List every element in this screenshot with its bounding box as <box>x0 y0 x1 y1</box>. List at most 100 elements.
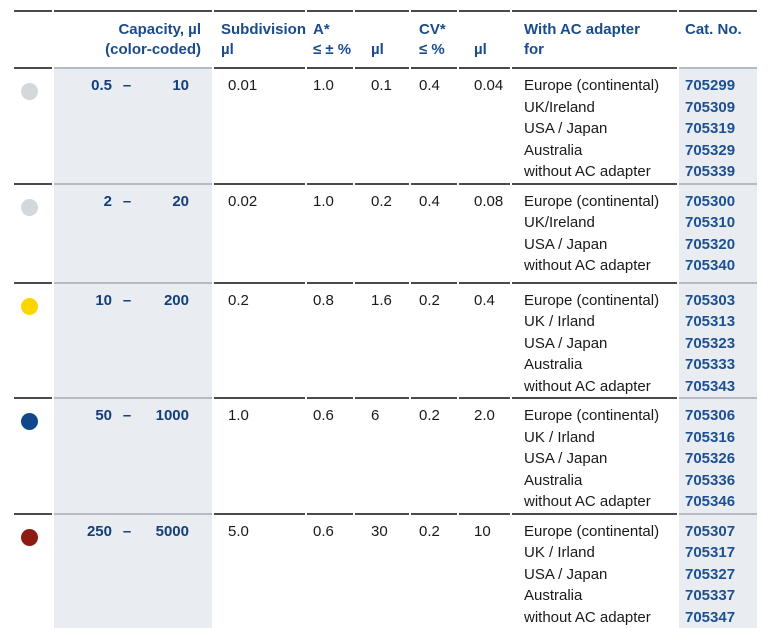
accuracy-percent-value: 0.8 <box>307 281 353 398</box>
header-accuracy-line2: ≤ ± % <box>313 41 352 58</box>
accuracy-ul-value: 0.2 <box>355 182 409 282</box>
table-header: Capacity, µl (color-coded) Subdivision µ… <box>14 10 757 67</box>
accuracy-percent-value: 1.0 <box>307 182 353 282</box>
capacity-dash: – <box>122 192 132 210</box>
color-dot-red <box>21 528 38 546</box>
cat-no: 705306 <box>685 407 736 424</box>
header-capacity-line1: Capacity, µl <box>118 21 201 38</box>
color-code-cell <box>14 67 52 183</box>
accuracy-ul-value: 30 <box>355 512 409 628</box>
color-dot-gray <box>21 83 38 100</box>
capacity-max: 5000 <box>155 522 189 540</box>
adapter-option: UK / Irland <box>524 428 595 446</box>
catno-list: 705299 705309 705319 705329 705339 <box>679 67 757 183</box>
catno-list: 705300 705310 705320 705340 <box>679 182 757 282</box>
header-cat-no: Cat. No. <box>679 10 757 67</box>
header-adapter-line2: for <box>524 41 544 58</box>
capacity-min: 250 <box>86 522 112 540</box>
cat-no: 705307 <box>685 522 736 540</box>
cat-no: 705346 <box>685 493 736 510</box>
accuracy-ul-value: 6 <box>355 397 409 513</box>
color-dot-yellow <box>21 297 38 315</box>
cv-percent-value: 0.2 <box>411 512 457 628</box>
adapter-option: UK / Irland <box>524 313 595 330</box>
adapter-option: Australia <box>524 356 583 373</box>
cv-percent-value: 0.2 <box>411 281 457 398</box>
cat-no: 705340 <box>685 257 736 274</box>
header-capacity: Capacity, µl (color-coded) <box>54 10 212 67</box>
catno-list: 705306 705316 705326 705336 705346 <box>679 397 757 513</box>
header-accuracy-ul-label: µl <box>371 41 384 58</box>
header-adapter-line1: With AC adapter <box>524 21 640 38</box>
table-body: 0.5 – 10 0.01 1.0 0.1 0.4 0.04 Europe (c… <box>14 67 757 628</box>
capacity-range: 50 – 1000 <box>54 397 212 513</box>
subdivision-value: 0.2 <box>214 281 305 398</box>
capacity-dash: – <box>122 522 132 540</box>
color-dot-gray <box>21 198 38 216</box>
accuracy-percent-value: 0.6 <box>307 397 353 513</box>
cat-no: 705323 <box>685 334 736 352</box>
adapter-option: without AC adapter <box>524 377 651 395</box>
header-accuracy: A* ≤ ± % <box>307 10 353 67</box>
capacity-range: 250 – 5000 <box>54 512 212 628</box>
cat-no: 705329 <box>685 141 736 159</box>
subdivision-value: 0.02 <box>214 182 305 282</box>
adapter-option: Europe (continental) <box>524 291 660 309</box>
adapter-option: USA / Japan <box>524 235 608 253</box>
capacity-max: 1000 <box>155 407 189 424</box>
adapter-option: Australia <box>524 141 583 159</box>
cv-ul-value: 0.08 <box>459 182 510 282</box>
adapter-option: Australia <box>524 471 583 489</box>
adapter-option: USA / Japan <box>524 450 608 467</box>
adapter-list: Europe (continental) UK / Irland USA / Jap… <box>512 397 677 513</box>
adapter-option: UK / Irland <box>524 544 595 561</box>
cat-no: 705339 <box>685 163 736 180</box>
adapter-option: Europe (continental) <box>524 407 660 424</box>
cv-percent-value: 0.4 <box>411 67 457 183</box>
cat-no: 705303 <box>685 291 736 309</box>
capacity-dash: – <box>122 407 132 424</box>
cat-no: 705300 <box>685 192 736 210</box>
color-code-cell <box>14 281 52 398</box>
cat-no: 705313 <box>685 313 736 330</box>
catno-list: 705307 705317 705327 705337 705347 <box>679 512 757 628</box>
accuracy-percent-value: 0.6 <box>307 512 353 628</box>
cat-no: 705319 <box>685 120 736 137</box>
table-row: 50 – 1000 1.0 0.6 6 0.2 2.0 Europe (cont… <box>14 397 757 513</box>
color-code-cell <box>14 182 52 282</box>
capacity-range: 10 – 200 <box>54 281 212 397</box>
cv-ul-value: 10 <box>459 512 510 628</box>
capacity-min: 2 <box>103 192 112 210</box>
subdivision-value: 1.0 <box>214 397 305 513</box>
header-cv: CV* ≤ % <box>411 10 457 67</box>
cat-no: 705333 <box>685 356 736 373</box>
table-row: 2 – 20 0.02 1.0 0.2 0.4 0.08 Europe (con… <box>14 182 757 282</box>
capacity-dash: – <box>122 291 132 309</box>
header-subdivision: Subdivision µl <box>214 10 306 67</box>
cat-no: 705347 <box>685 608 736 626</box>
accuracy-ul-value: 0.1 <box>355 67 409 183</box>
header-cat-no-label: Cat. No. <box>685 21 742 38</box>
color-dot-blue <box>21 413 38 430</box>
header-color-column <box>14 10 52 67</box>
adapter-option: Australia <box>524 587 583 604</box>
subdivision-value: 0.01 <box>214 67 305 183</box>
cat-no: 705327 <box>685 565 736 583</box>
cat-no: 705316 <box>685 428 736 446</box>
cat-no: 705343 <box>685 377 736 395</box>
header-cv-line2: ≤ % <box>419 41 445 58</box>
adapter-option: USA / Japan <box>524 120 608 137</box>
cat-no: 705299 <box>685 77 736 94</box>
subdivision-value: 5.0 <box>214 512 305 628</box>
header-cv-ul-label: µl <box>474 41 487 58</box>
pipette-spec-table: Capacity, µl (color-coded) Subdivision µ… <box>14 10 757 628</box>
adapter-option: USA / Japan <box>524 334 608 352</box>
cv-percent-value: 0.4 <box>411 182 457 282</box>
cv-percent-value: 0.2 <box>411 397 457 513</box>
adapter-option: Europe (continental) <box>524 522 660 540</box>
cv-ul-value: 2.0 <box>459 397 510 513</box>
cat-no: 705320 <box>685 235 736 253</box>
cat-no: 705310 <box>685 214 736 231</box>
header-subdivision-line2: µl <box>221 41 234 58</box>
adapter-option: Europe (continental) <box>524 77 660 94</box>
